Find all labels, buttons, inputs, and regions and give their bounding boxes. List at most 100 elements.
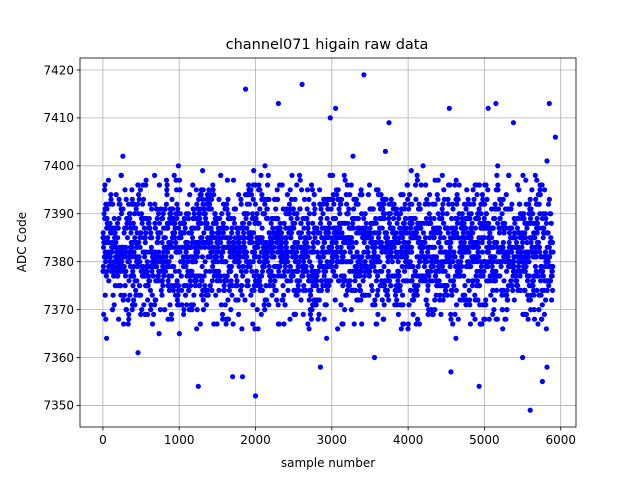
data-point	[194, 326, 200, 332]
data-point	[414, 177, 420, 183]
data-point	[549, 268, 555, 274]
data-point	[429, 278, 435, 284]
data-point	[536, 307, 542, 313]
data-point	[234, 283, 240, 289]
data-point	[297, 235, 303, 241]
data-point	[444, 283, 450, 289]
data-point	[499, 292, 505, 298]
data-point	[373, 220, 379, 226]
data-point	[484, 196, 490, 202]
data-point	[287, 316, 293, 322]
data-point	[411, 297, 417, 303]
data-point	[264, 259, 270, 265]
data-point	[359, 321, 365, 327]
data-point	[436, 278, 442, 284]
data-point	[450, 278, 456, 284]
data-point	[495, 182, 501, 188]
data-point	[103, 316, 109, 322]
data-point	[206, 187, 212, 193]
data-point	[318, 287, 324, 293]
data-point	[450, 259, 456, 265]
data-point	[104, 335, 110, 341]
data-point	[517, 273, 523, 279]
data-point	[416, 321, 422, 327]
data-point	[392, 292, 399, 298]
data-point	[353, 239, 359, 246]
data-point	[449, 201, 456, 207]
data-point	[308, 287, 314, 293]
data-point	[433, 254, 440, 260]
data-point	[408, 225, 414, 231]
data-point	[532, 235, 538, 241]
data-point	[340, 283, 346, 289]
data-point	[482, 201, 488, 207]
data-point	[414, 287, 420, 293]
data-point	[292, 196, 298, 202]
data-point	[357, 273, 363, 279]
data-point	[281, 268, 288, 274]
data-point	[386, 278, 393, 284]
data-point	[409, 278, 415, 284]
data-point	[332, 297, 338, 303]
data-point	[315, 239, 321, 246]
data-point	[194, 254, 200, 260]
data-point	[534, 230, 540, 236]
data-point	[448, 311, 454, 317]
data-point	[281, 321, 287, 327]
data-point	[513, 239, 520, 246]
data-point	[254, 211, 260, 217]
data-point	[231, 239, 237, 246]
data-point	[121, 263, 127, 270]
data-point	[233, 273, 239, 279]
data-point	[463, 302, 469, 308]
data-point	[139, 220, 145, 226]
data-point	[415, 283, 421, 289]
data-point	[175, 244, 181, 250]
data-point	[448, 239, 454, 246]
data-point	[169, 316, 175, 322]
data-point	[138, 230, 144, 236]
y-tick-label: 7360	[43, 351, 74, 365]
data-point	[140, 201, 146, 207]
data-point	[309, 187, 315, 193]
data-point	[549, 239, 556, 246]
data-point	[137, 283, 143, 289]
data-point	[454, 220, 460, 226]
data-point	[501, 278, 507, 284]
data-point	[547, 278, 554, 284]
data-point	[266, 302, 272, 308]
data-point	[385, 259, 391, 265]
data-point	[539, 182, 545, 188]
data-point	[479, 239, 485, 246]
data-point	[406, 302, 412, 308]
data-point	[240, 263, 246, 270]
data-point	[511, 263, 517, 270]
data-point	[495, 187, 501, 193]
data-point	[404, 182, 410, 188]
data-point	[414, 292, 420, 298]
data-point	[102, 187, 108, 193]
data-point	[294, 249, 300, 255]
data-point	[321, 273, 327, 279]
data-point	[406, 239, 412, 246]
data-point	[378, 192, 384, 198]
data-point	[448, 316, 454, 322]
data-point	[456, 182, 462, 188]
data-point	[270, 249, 276, 255]
data-point	[537, 192, 543, 198]
data-point	[274, 187, 280, 193]
data-point	[468, 263, 474, 270]
data-point	[523, 311, 530, 317]
data-point	[246, 220, 252, 226]
data-point	[310, 244, 316, 250]
data-point	[288, 215, 294, 222]
data-point	[298, 297, 304, 303]
data-point	[202, 259, 208, 265]
data-point	[533, 249, 539, 255]
data-point	[395, 268, 402, 274]
data-point	[504, 287, 510, 293]
data-point	[162, 206, 168, 212]
data-point	[265, 215, 271, 222]
data-point	[133, 225, 139, 231]
data-point	[297, 278, 303, 284]
